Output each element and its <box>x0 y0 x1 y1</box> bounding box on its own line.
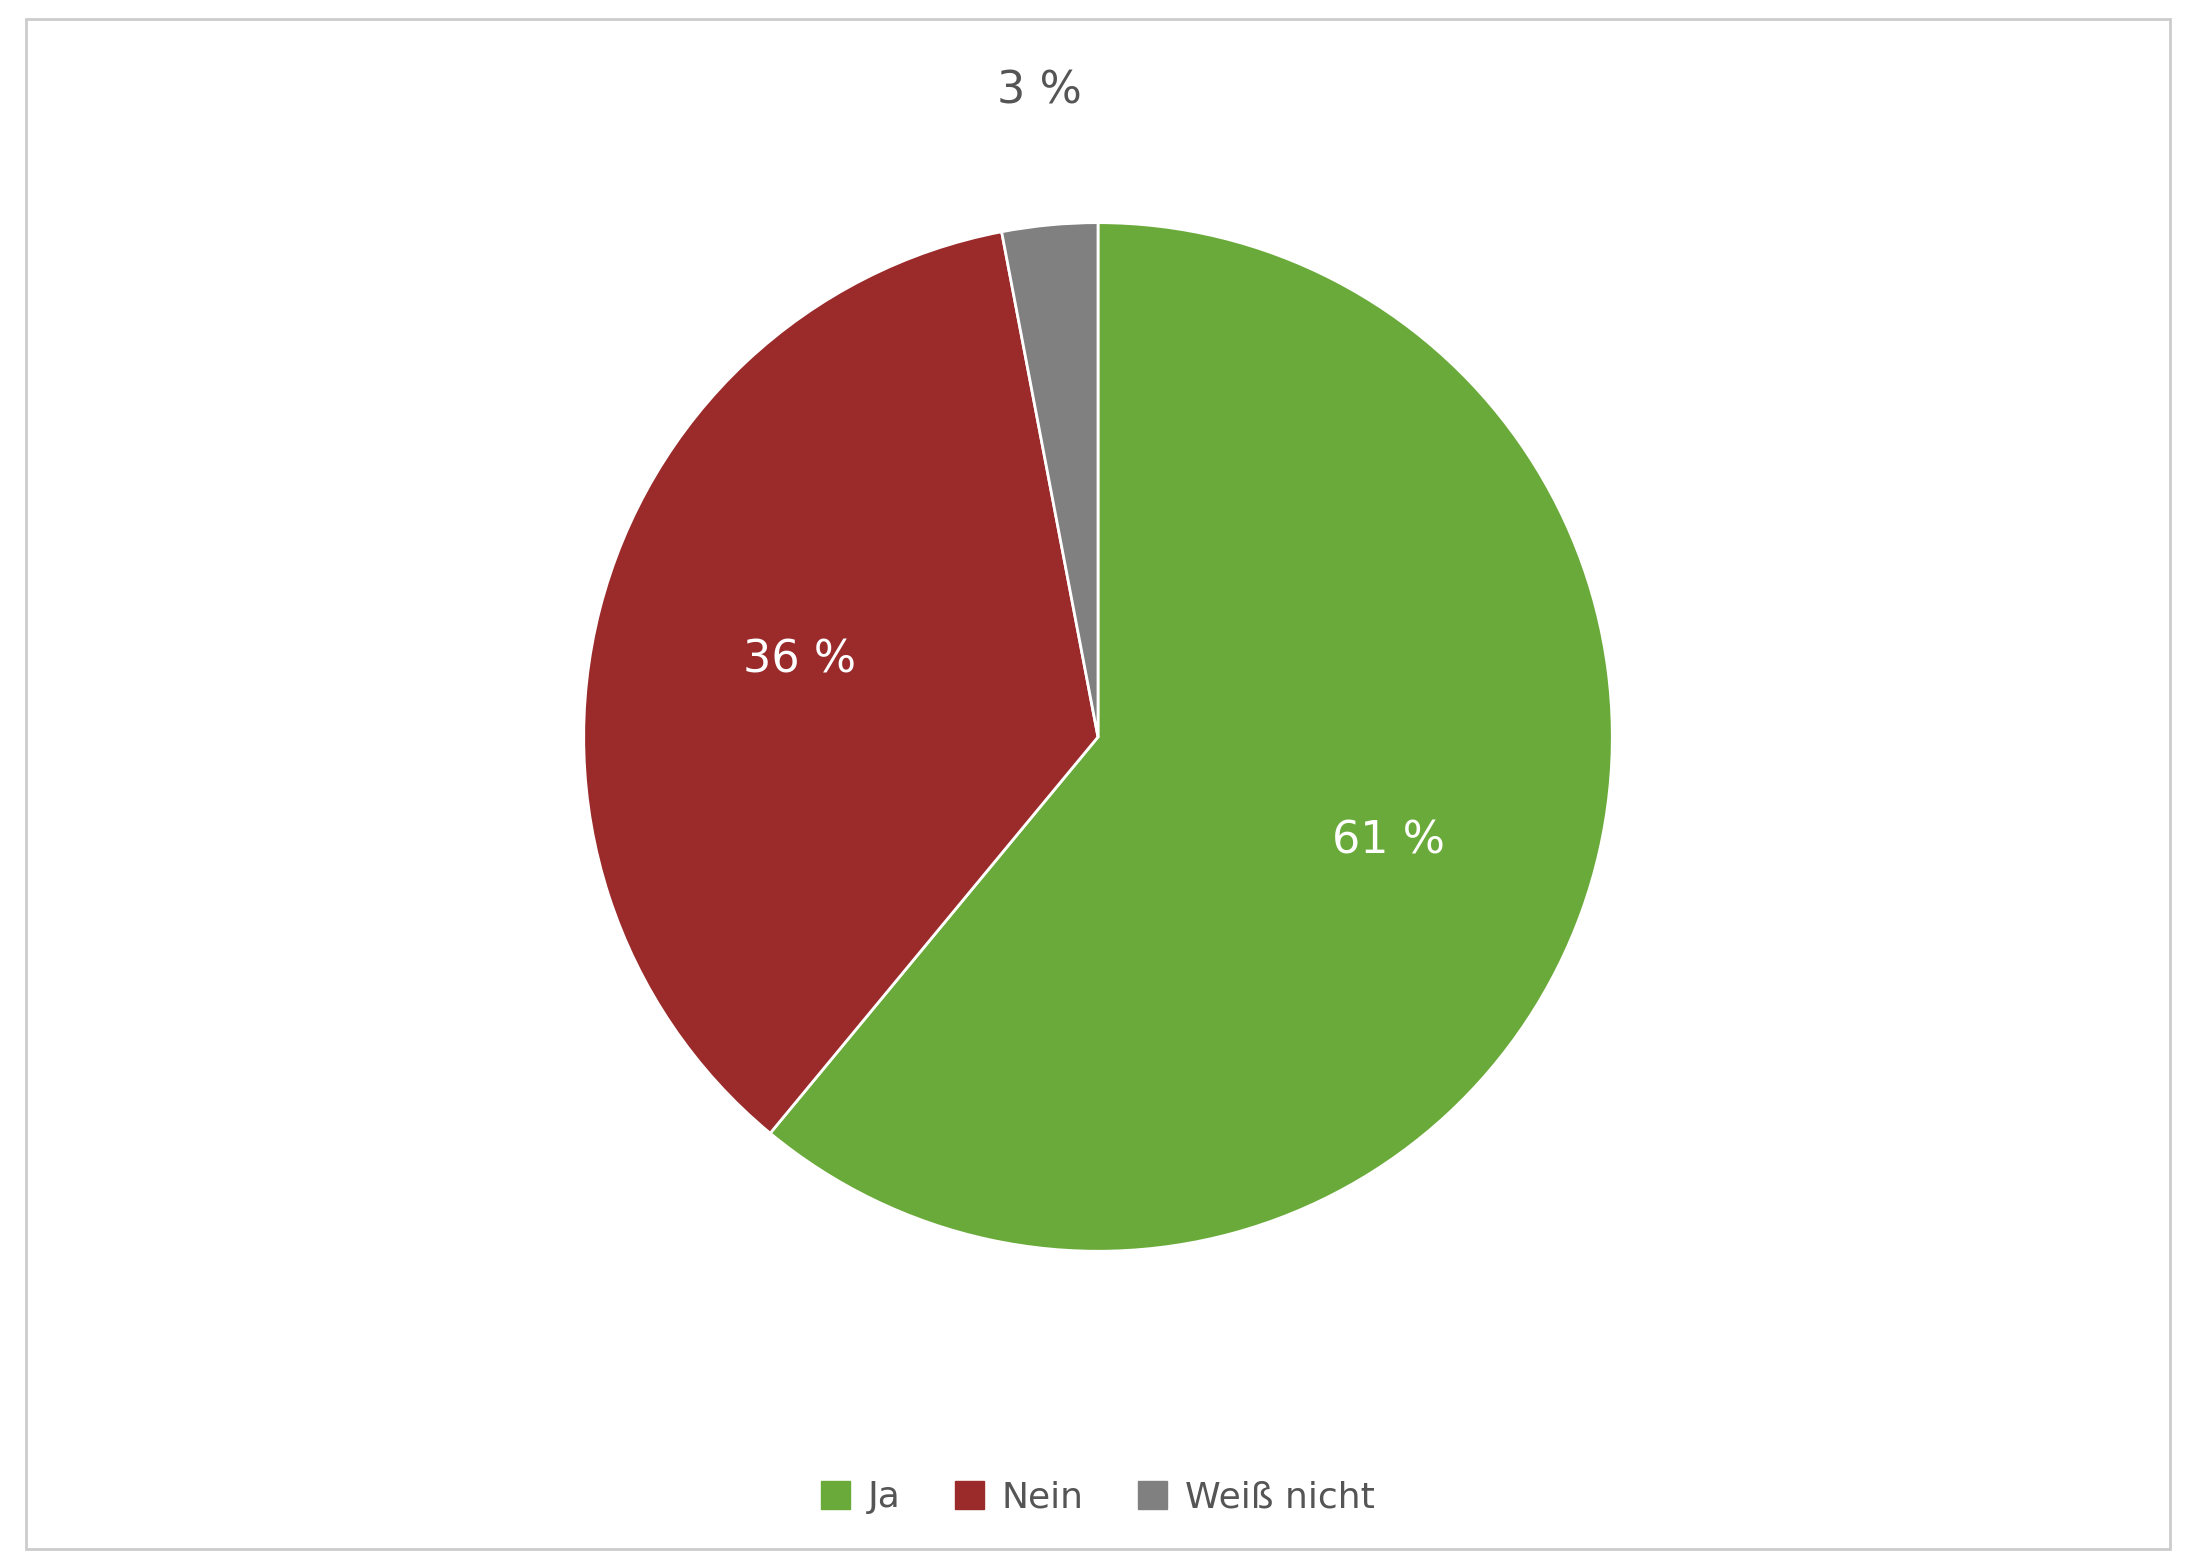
Text: 3 %: 3 % <box>997 69 1080 113</box>
Legend: Ja, Nein, Weiß nicht: Ja, Nein, Weiß nicht <box>806 1466 1390 1529</box>
Wedge shape <box>771 223 1612 1251</box>
Text: 61 %: 61 % <box>1331 820 1445 862</box>
Wedge shape <box>1001 223 1098 737</box>
Wedge shape <box>584 232 1098 1134</box>
Text: 36 %: 36 % <box>742 638 856 682</box>
